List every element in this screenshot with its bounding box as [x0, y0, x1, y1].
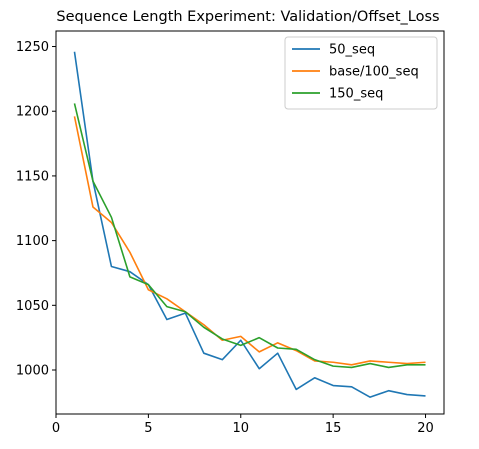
y-tick-label: 1200 — [16, 105, 49, 120]
series-line-0 — [73, 51, 426, 398]
y-tick-label: 1250 — [16, 40, 49, 55]
chart-title: Sequence Length Experiment: Validation/O… — [56, 9, 439, 25]
legend: 50_seq base/100_seq 150_seq — [284, 36, 438, 110]
x-tick-label: 20 — [417, 421, 434, 436]
legend-label-0: 50_seq — [329, 43, 375, 58]
x-tick-label: 10 — [232, 421, 249, 436]
x-tick-label: 0 — [52, 421, 60, 436]
series-line-1 — [73, 116, 426, 366]
legend-label-1: base/100_seq — [329, 65, 419, 80]
series-line-2 — [73, 103, 426, 369]
legend-label-2: 150_seq — [329, 87, 383, 102]
series-layer — [73, 51, 426, 398]
y-tick-label: 1000 — [16, 364, 49, 379]
x-tick-label: 5 — [144, 421, 152, 436]
legend-box — [284, 36, 438, 110]
y-tick-label: 1100 — [16, 234, 49, 249]
axis-layer: 0 5 10 15 20 1000 1050 1100 1150 1200 1250 — [16, 40, 434, 436]
y-tick-label: 1150 — [16, 169, 49, 184]
plot-frame — [55, 30, 445, 415]
y-tick-label: 1050 — [16, 299, 49, 314]
x-tick-label: 15 — [325, 421, 342, 436]
